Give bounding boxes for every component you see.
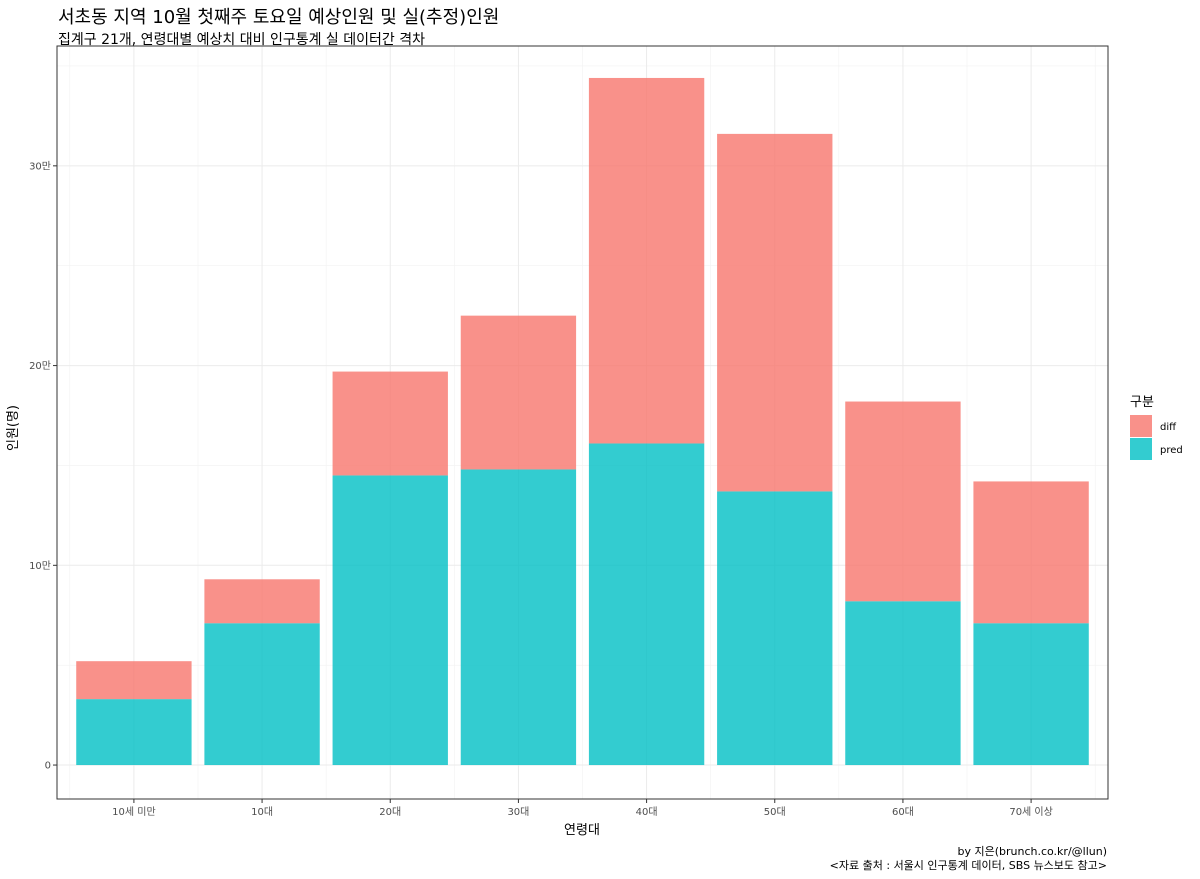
bar-pred xyxy=(588,443,705,766)
caption-source: <자료 출처 : 서울시 인구통계 데이터, SBS 뉴스보도 참고> xyxy=(829,859,1107,872)
chart-title: 서초동 지역 10월 첫째주 토요일 예상인원 및 실(추정)인원 xyxy=(58,7,500,28)
axis-layer: 0 10만 20만 30만 10세 미만 10대 20대 30대 40대 50대 60대 70세 이상 xyxy=(29,160,1053,818)
chart-subtitle: 집계구 21개, 연령대별 예상치 대비 인구통계 실 데이터간 격차 xyxy=(58,32,425,48)
y-tick-label: 10만 xyxy=(29,560,51,572)
legend: 구분 diff pred xyxy=(1130,395,1183,460)
legend-title: 구분 xyxy=(1130,395,1154,410)
x-axis-title: 연령대 xyxy=(564,823,600,838)
x-tick-label: 10세 미만 xyxy=(112,806,156,818)
bar-pred xyxy=(460,469,577,766)
bar-diff xyxy=(717,133,833,492)
bar-pred xyxy=(76,699,192,766)
bar-pred xyxy=(332,475,448,766)
x-tick-label: 30대 xyxy=(507,806,529,818)
bar-diff xyxy=(204,579,320,624)
bar-diff xyxy=(973,481,1089,624)
legend-label-pred: pred xyxy=(1160,445,1183,456)
bar-diff xyxy=(845,401,961,602)
y-tick-label: 20만 xyxy=(29,360,51,372)
caption-author: by 지은(brunch.co.kr/@llun) xyxy=(957,845,1107,858)
x-tick-label: 60대 xyxy=(892,806,914,818)
bar-diff xyxy=(332,371,448,476)
x-tick-label: 70세 이상 xyxy=(1009,806,1053,818)
bar-diff xyxy=(460,315,577,470)
bar-diff xyxy=(588,77,705,444)
x-tick-label: 20대 xyxy=(379,806,401,818)
legend-key-pred xyxy=(1130,438,1152,460)
bar-pred xyxy=(204,623,320,766)
plot-panel-border xyxy=(56,45,1109,800)
bar-layer xyxy=(76,77,1089,766)
bar-pred xyxy=(973,623,1089,766)
legend-key-diff xyxy=(1130,415,1152,437)
legend-label-diff: diff xyxy=(1160,422,1177,433)
bar-diff xyxy=(76,661,192,700)
y-tick-label: 30만 xyxy=(29,160,51,172)
x-tick-label: 50대 xyxy=(764,806,786,818)
y-axis-title: 인원(명) xyxy=(6,405,21,451)
y-tick-label: 0 xyxy=(45,761,51,772)
x-tick-label: 40대 xyxy=(636,806,658,818)
bar-pred xyxy=(845,601,961,766)
x-tick-label: 10대 xyxy=(251,806,273,818)
bar-pred xyxy=(717,491,833,766)
